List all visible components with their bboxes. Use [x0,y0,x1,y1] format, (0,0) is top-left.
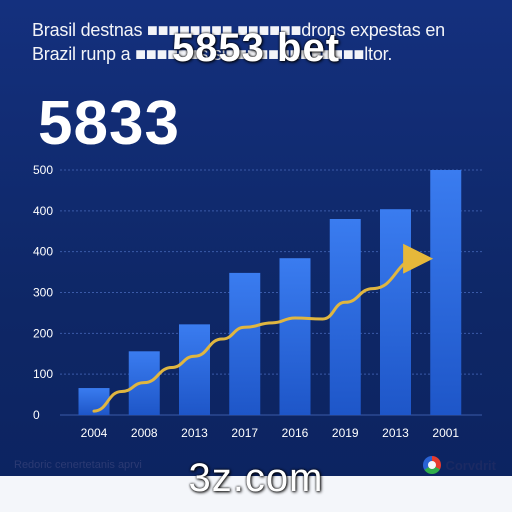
brand-logo: Corvdrit [423,456,496,474]
x-tick-label: 2013 [382,426,409,440]
trend-line [92,243,434,413]
y-tick-label: 400 [33,245,53,259]
bar-2016-4 [279,258,311,415]
y-tick-label: 300 [33,286,53,300]
bar-2013-6 [380,209,411,415]
x-tick-label: 2013 [181,426,208,440]
x-tick-label: 2008 [131,426,158,440]
footer-band [0,476,512,512]
x-tick-label: 2001 [432,426,459,440]
overlay-title: 5853 bet [171,26,341,70]
y-tick-label: 0 [33,408,40,422]
brand-name: Corvdrit [445,457,496,473]
x-axis-ticks: 2004 2008 2013 2017 2016 2019 2013 2001 [81,426,460,440]
bar-2019-5 [329,219,361,415]
footer-text: Redoric cenertetanis aprvi [14,459,142,471]
bar-2001-7 [430,170,462,415]
grid-lines [60,169,482,416]
colored-ring-icon [423,456,442,474]
y-tick-label: 400 [33,204,53,218]
y-tick-label: 100 [33,367,53,381]
x-tick-label: 2017 [231,426,258,440]
chart-subtitle: Brasil destnas ■■■■■■■■ ■■■■■■drons expe… [32,20,445,64]
y-tick-label: 200 [33,326,53,340]
x-tick-label: 2016 [282,426,309,440]
x-tick-label: 2019 [332,426,359,440]
overlay-domain: 3z.com [188,456,324,500]
x-tick-label: 2004 [81,426,108,440]
y-axis-ticks: 0 100 200 300 400 400 500 [33,163,53,422]
big-number: 5833 [38,89,180,158]
y-tick-label: 500 [33,163,53,177]
bar-2017-3 [229,272,261,415]
bar-2013-2 [179,324,210,415]
